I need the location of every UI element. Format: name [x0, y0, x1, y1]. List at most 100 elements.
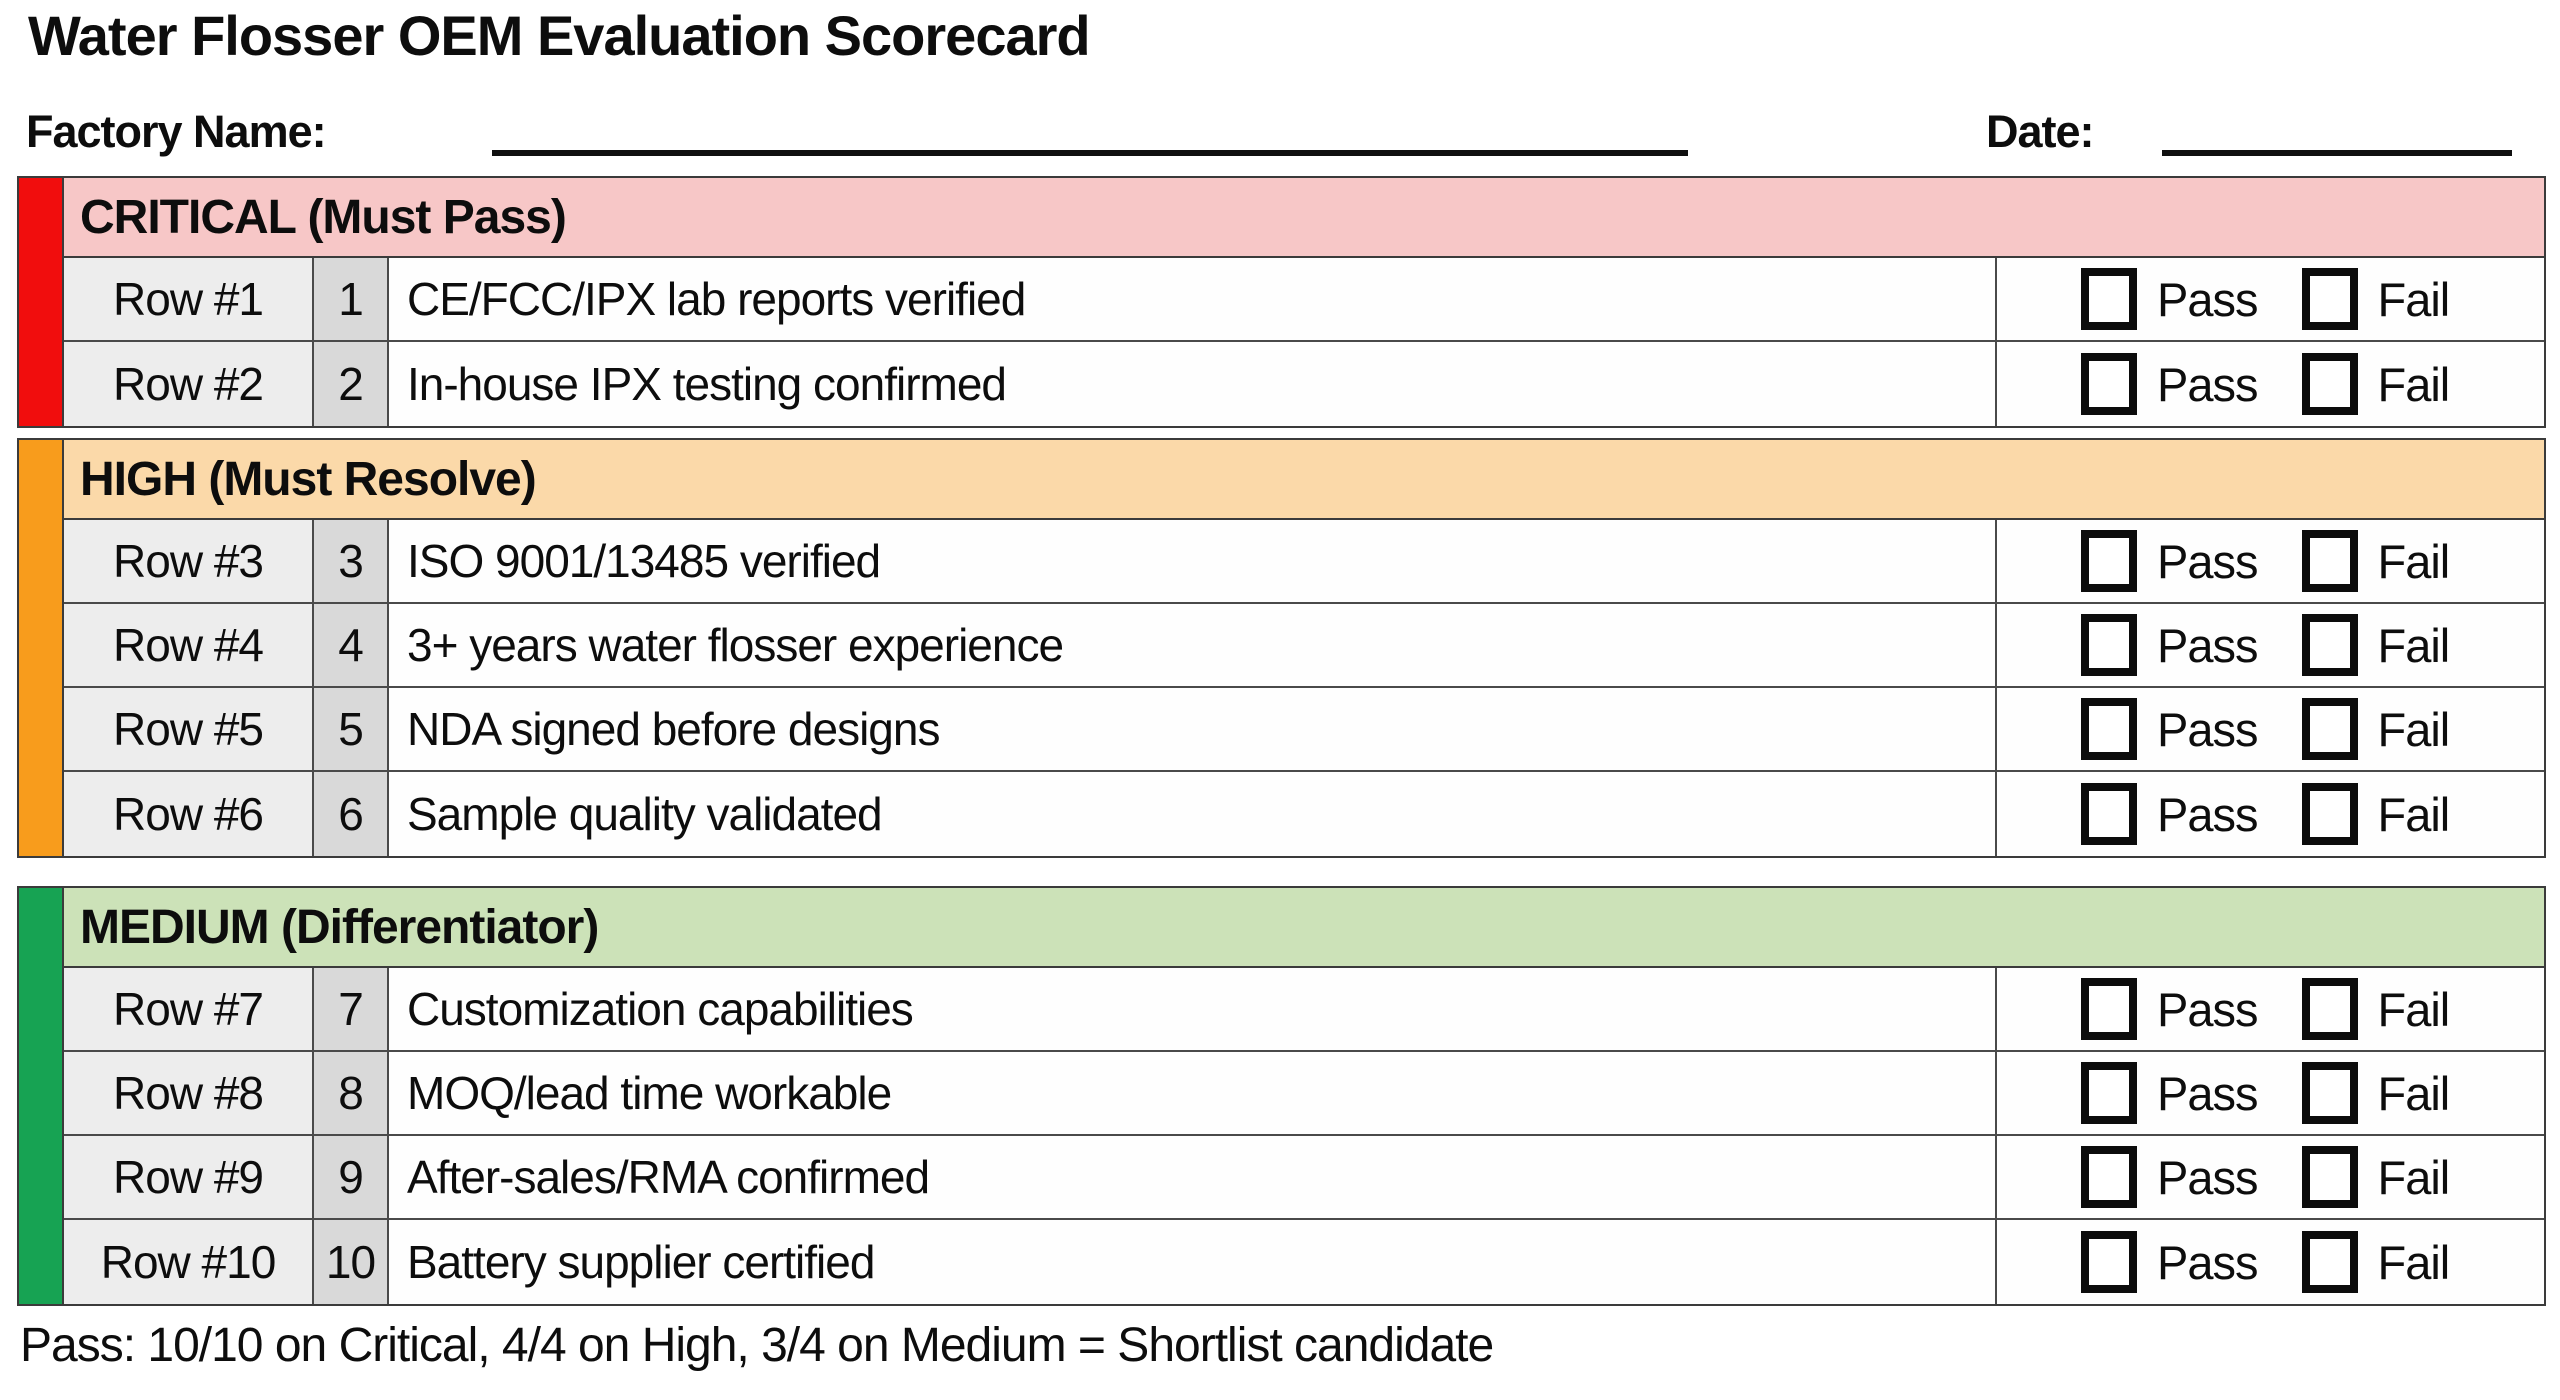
- row-passfail-cell: Pass Fail: [1997, 258, 2544, 341]
- fail-checkbox[interactable]: [2301, 783, 2358, 846]
- fail-label: Fail: [2377, 702, 2451, 756]
- row-label: Row #6: [64, 772, 314, 857]
- fail-checkbox[interactable]: [2301, 1146, 2358, 1209]
- section-header-critical: CRITICAL (Must Pass): [64, 178, 2544, 259]
- fail-option: Fail: [2301, 1062, 2451, 1125]
- row-number: 4: [314, 604, 389, 687]
- row-criterion: After-sales/RMA confirmed: [389, 1136, 1997, 1219]
- fail-checkbox[interactable]: [2301, 1062, 2358, 1125]
- fail-checkbox[interactable]: [2301, 530, 2358, 593]
- factory-name-label: Factory Name:: [26, 106, 327, 158]
- critical-priority-color-bar: [19, 178, 64, 427]
- row-criterion: Battery supplier certified: [389, 1220, 1997, 1305]
- pass-option: Pass: [2081, 1231, 2258, 1294]
- row-criterion: CE/FCC/IPX lab reports verified: [389, 258, 1997, 341]
- fail-label: Fail: [2377, 618, 2451, 672]
- fail-label: Fail: [2377, 272, 2451, 326]
- fail-option: Fail: [2301, 1231, 2451, 1294]
- row-label: Row #1: [64, 258, 314, 341]
- scoring-rule-note: Pass: 10/10 on Critical, 4/4 on High, 3/…: [20, 1319, 1494, 1373]
- pass-checkbox[interactable]: [2081, 530, 2137, 593]
- row-passfail-cell: Pass Fail: [1997, 772, 2544, 857]
- table-row: Row #4 4 3+ years water flosser experience…: [64, 604, 2544, 689]
- fail-checkbox[interactable]: [2301, 353, 2358, 416]
- section-body-high: HIGH (Must Resolve) Row #3 3 ISO 9001/13485…: [64, 440, 2544, 857]
- row-number: 5: [314, 688, 389, 771]
- row-label: Row #9: [64, 1136, 314, 1219]
- fail-checkbox[interactable]: [2301, 614, 2358, 677]
- row-criterion: In-house IPX testing confirmed: [389, 342, 1997, 427]
- row-criterion: MOQ/lead time workable: [389, 1052, 1997, 1135]
- fail-label: Fail: [2377, 1235, 2451, 1289]
- pass-checkbox[interactable]: [2081, 268, 2137, 331]
- row-passfail-cell: Pass Fail: [1997, 1220, 2544, 1305]
- pass-checkbox[interactable]: [2081, 978, 2137, 1041]
- pass-option: Pass: [2081, 1146, 2258, 1209]
- pass-option: Pass: [2081, 1062, 2258, 1125]
- factory-name-blank-field[interactable]: [492, 150, 1688, 157]
- section-header-high: HIGH (Must Resolve): [64, 440, 2544, 521]
- row-number: 2: [314, 342, 389, 427]
- pass-label: Pass: [2157, 272, 2258, 326]
- pass-label: Pass: [2157, 787, 2258, 841]
- row-passfail-cell: Pass Fail: [1997, 1052, 2544, 1135]
- pass-checkbox[interactable]: [2081, 353, 2137, 416]
- fail-option: Fail: [2301, 1146, 2450, 1209]
- date-label: Date:: [1986, 106, 2095, 158]
- row-label: Row #4: [64, 604, 314, 687]
- row-label: Row #5: [64, 688, 314, 771]
- row-criterion: ISO 9001/13485 verified: [389, 520, 1997, 603]
- row-passfail-cell: Pass Fail: [1997, 688, 2544, 771]
- row-number: 1: [314, 258, 389, 341]
- fail-label: Fail: [2377, 357, 2451, 411]
- row-criterion: Customization capabilities: [389, 968, 1997, 1051]
- pass-label: Pass: [2157, 357, 2258, 411]
- fail-label: Fail: [2377, 1066, 2451, 1120]
- date-blank-field[interactable]: [2162, 150, 2512, 157]
- pass-label: Pass: [2157, 534, 2258, 588]
- pass-label: Pass: [2157, 1235, 2258, 1289]
- section-critical: CRITICAL (Must Pass) Row #1 1 CE/FCC/IPX la…: [17, 176, 2546, 429]
- fail-option: Fail: [2301, 268, 2451, 331]
- pass-label: Pass: [2157, 1150, 2258, 1204]
- fail-checkbox[interactable]: [2301, 698, 2358, 761]
- high-priority-color-bar: [19, 440, 64, 857]
- row-passfail-cell: Pass Fail: [1997, 1136, 2544, 1219]
- section-body-critical: CRITICAL (Must Pass) Row #1 1 CE/FCC/IPX la…: [64, 178, 2544, 427]
- fail-label: Fail: [2377, 982, 2451, 1036]
- row-passfail-cell: Pass Fail: [1997, 968, 2544, 1051]
- fail-option: Fail: [2301, 783, 2451, 846]
- row-label: Row #7: [64, 968, 314, 1051]
- pass-option: Pass: [2081, 268, 2258, 331]
- row-label: Row #8: [64, 1052, 314, 1135]
- section-high: HIGH (Must Resolve) Row #3 3 ISO 9001/13485…: [17, 438, 2546, 859]
- pass-checkbox[interactable]: [2081, 614, 2137, 677]
- fail-option: Fail: [2301, 698, 2451, 761]
- fail-option: Fail: [2301, 353, 2451, 416]
- fail-checkbox[interactable]: [2301, 1231, 2358, 1294]
- medium-priority-color-bar: [19, 888, 64, 1305]
- table-row: Row #10 10 Battery supplier certified Pass F…: [64, 1220, 2544, 1305]
- row-passfail-cell: Pass Fail: [1997, 342, 2544, 427]
- row-number: 9: [314, 1136, 389, 1219]
- row-criterion: NDA signed before designs: [389, 688, 1997, 771]
- table-row: Row #6 6 Sample quality validated Pass Fail: [64, 772, 2544, 857]
- page-title: Water Flosser OEM Evaluation Scorecard: [28, 4, 1091, 67]
- fail-checkbox[interactable]: [2301, 978, 2358, 1041]
- section-body-medium: MEDIUM (Differentiator) Row #7 7 Customizat…: [64, 888, 2544, 1305]
- pass-checkbox[interactable]: [2081, 783, 2137, 846]
- table-row: Row #7 7 Customization capabilities Pass Fai…: [64, 968, 2544, 1053]
- pass-checkbox[interactable]: [2081, 698, 2137, 761]
- pass-label: Pass: [2157, 702, 2258, 756]
- row-label: Row #3: [64, 520, 314, 603]
- pass-option: Pass: [2081, 783, 2258, 846]
- fail-checkbox[interactable]: [2301, 268, 2358, 331]
- pass-checkbox[interactable]: [2081, 1062, 2137, 1125]
- table-row: Row #3 3 ISO 9001/13485 verified Pass Fail: [64, 520, 2544, 605]
- fail-label: Fail: [2377, 787, 2451, 841]
- pass-checkbox[interactable]: [2081, 1231, 2137, 1294]
- pass-checkbox[interactable]: [2081, 1146, 2137, 1209]
- section-medium: MEDIUM (Differentiator) Row #7 7 Customizat…: [17, 886, 2546, 1307]
- fail-option: Fail: [2301, 614, 2451, 677]
- row-label: Row #10: [64, 1220, 314, 1305]
